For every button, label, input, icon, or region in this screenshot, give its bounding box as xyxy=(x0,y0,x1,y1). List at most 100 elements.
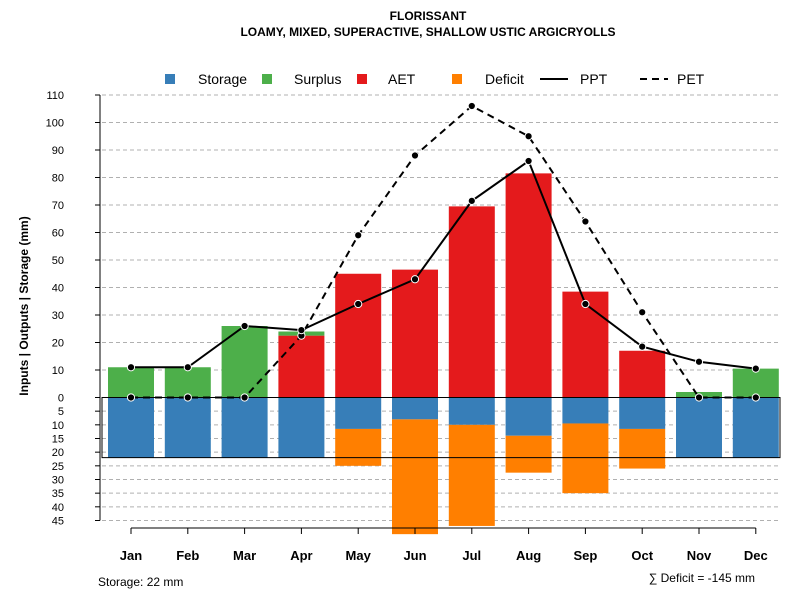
axes: 0102030405060708090100110510152025303540… xyxy=(46,90,768,563)
aet-bar xyxy=(278,335,325,398)
legend-swatch-surplus xyxy=(262,74,272,84)
y-tick-label: 40 xyxy=(52,283,64,295)
y-tick-label: 90 xyxy=(52,145,64,157)
pet-point xyxy=(467,101,476,111)
surplus-bar xyxy=(164,367,211,398)
aet-bar xyxy=(392,269,438,398)
storage-bar xyxy=(335,397,382,429)
pet-point xyxy=(751,393,760,402)
aet-bar xyxy=(619,350,666,398)
storage-note: Storage: 22 mm xyxy=(98,575,183,589)
ppt-point xyxy=(126,363,136,372)
y-tick-label: 110 xyxy=(46,90,64,102)
ppt-point xyxy=(354,299,363,309)
deficit-bar xyxy=(392,419,438,535)
y-tick-label: 50 xyxy=(52,255,64,267)
ppt-point xyxy=(240,321,249,331)
legend-swatch-deficit xyxy=(452,74,462,84)
y-tick-label: 30 xyxy=(52,310,64,322)
ppt-point xyxy=(467,196,476,205)
chart-title: FLORISSANT xyxy=(390,9,467,23)
y-tick-label: 20 xyxy=(52,447,64,459)
y-tick-label: 40 xyxy=(52,502,64,514)
x-tick-label: Oct xyxy=(631,548,653,563)
storage-bar xyxy=(676,397,722,458)
lines xyxy=(126,101,760,402)
deficit-bar xyxy=(619,428,666,469)
legend-swatch-aet xyxy=(357,74,367,84)
pet-point xyxy=(694,393,704,402)
storage-bar xyxy=(108,397,154,458)
y-tick-label: 10 xyxy=(52,420,64,432)
ppt-point xyxy=(581,299,590,309)
pet-point xyxy=(410,151,420,160)
deficit-bar xyxy=(505,435,552,473)
bars xyxy=(101,173,781,535)
ppt-point xyxy=(694,357,704,366)
y-tick-label: 25 xyxy=(52,461,64,473)
x-tick-label: Feb xyxy=(176,548,199,563)
y-axis-label: Inputs | Outputs | Storage (mm) xyxy=(17,216,31,395)
x-tick-label: Sep xyxy=(573,548,597,563)
y-tick-label: 60 xyxy=(52,228,64,240)
storage-bar xyxy=(392,397,438,420)
y-tick-label: 15 xyxy=(52,433,64,445)
y-tick-label: 45 xyxy=(52,515,64,527)
ppt-point xyxy=(183,363,192,372)
y-tick-label: 35 xyxy=(52,488,64,500)
pet-point xyxy=(240,393,249,402)
legend: Storage Surplus AET Deficit PPT PET xyxy=(165,71,705,87)
x-tick-label: Dec xyxy=(744,548,768,563)
storage-bar xyxy=(164,397,211,458)
surplus-bar xyxy=(732,368,779,398)
legend-label-surplus: Surplus xyxy=(294,71,341,87)
aet-bar xyxy=(562,291,609,398)
x-tick-label: May xyxy=(346,548,372,563)
storage-capacity-box xyxy=(101,397,781,459)
legend-label-deficit: Deficit xyxy=(485,71,524,87)
storage-bar xyxy=(221,397,268,458)
x-tick-label: Jan xyxy=(120,548,142,563)
storage-bar xyxy=(505,397,552,436)
pet-point xyxy=(524,132,533,141)
chart-subtitle: LOAMY, MIXED, SUPERACTIVE, SHALLOW USTIC… xyxy=(240,25,615,39)
legend-label-ppt: PPT xyxy=(580,71,608,87)
gridlines xyxy=(102,94,780,521)
legend-label-aet: AET xyxy=(388,71,416,87)
y-tick-label: 80 xyxy=(52,173,64,185)
ppt-line xyxy=(131,159,756,370)
x-tick-label: Aug xyxy=(516,548,541,563)
aet-bar xyxy=(505,173,552,398)
y-tick-label: 100 xyxy=(46,118,64,130)
y-tick-label: 30 xyxy=(52,474,64,486)
legend-label-storage: Storage xyxy=(198,71,247,87)
ppt-point xyxy=(638,342,647,351)
pet-point xyxy=(581,217,590,226)
x-tick-label: Mar xyxy=(233,548,256,563)
x-tick-label: Nov xyxy=(687,548,712,563)
deficit-sum-note: ∑ Deficit = -145 mm xyxy=(649,571,755,585)
pet-point xyxy=(354,231,363,240)
storage-bar xyxy=(619,397,666,429)
pet-point xyxy=(638,308,647,317)
storage-bar xyxy=(562,397,609,424)
legend-label-pet: PET xyxy=(677,71,705,87)
pet-point xyxy=(183,393,192,402)
deficit-bar xyxy=(562,423,609,494)
aet-bar xyxy=(448,206,495,398)
x-tick-label: Apr xyxy=(290,548,312,563)
ppt-point xyxy=(524,156,533,166)
ppt-point xyxy=(410,275,420,284)
x-tick-label: Jun xyxy=(403,548,426,563)
surplus-bar xyxy=(108,367,154,398)
pet-line xyxy=(131,104,756,399)
storage-bar xyxy=(278,397,325,458)
storage-bar xyxy=(732,397,779,458)
y-tick-label: 5 xyxy=(58,406,64,418)
y-tick-label: 10 xyxy=(52,365,64,377)
ppt-point xyxy=(297,326,306,335)
ppt-point xyxy=(751,364,760,373)
y-tick-label: 70 xyxy=(52,200,64,212)
deficit-bar xyxy=(448,424,495,526)
y-tick-label: 0 xyxy=(58,393,64,405)
